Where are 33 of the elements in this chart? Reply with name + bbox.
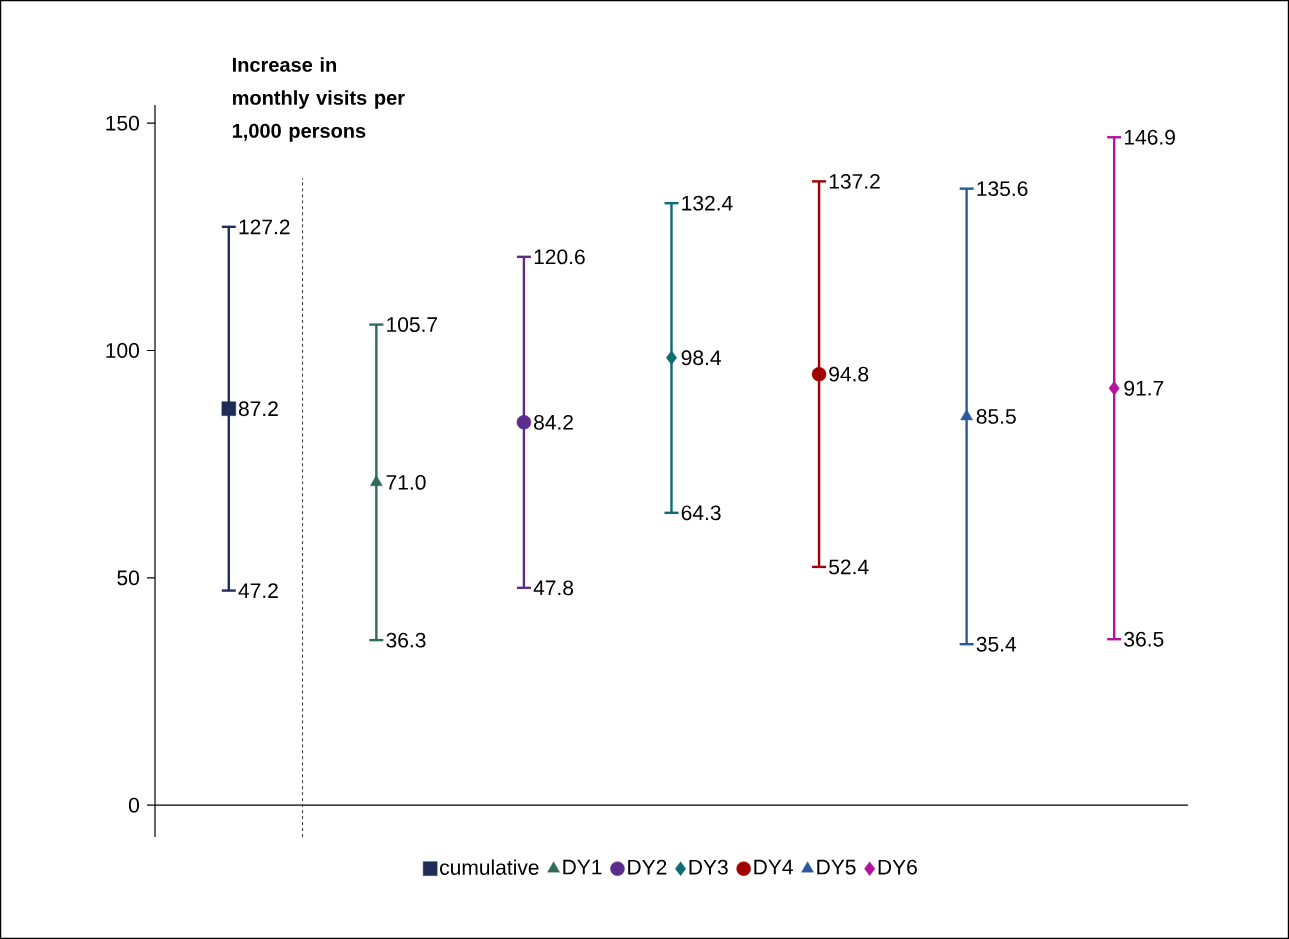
- y-tick-label: 100: [106, 343, 139, 358]
- annotation: 105.7: [387, 317, 438, 333]
- legend-label: DY5: [817, 859, 856, 875]
- annotation: 36.5: [1124, 631, 1164, 647]
- data-label: 91.7: [1124, 380, 1164, 396]
- legend-label: DY3: [689, 859, 728, 875]
- annotation: 64.3: [681, 505, 721, 521]
- data-label: 84.2: [534, 414, 573, 430]
- y-tick-label: 150: [106, 115, 139, 131]
- data-label: 71.0: [386, 474, 426, 490]
- y-tick-label: 50: [117, 570, 139, 586]
- annotation: 52.4: [829, 559, 869, 575]
- data-label: 87.2: [238, 401, 278, 417]
- data-label: 98.4: [681, 350, 721, 366]
- annotation: 47.2: [238, 583, 278, 598]
- annotation: 127.2: [239, 219, 290, 235]
- legend-label: DY6: [878, 859, 917, 875]
- legend-label: cumulative: [440, 859, 539, 875]
- legend-label: DY2: [628, 859, 667, 875]
- legend-label: DY4: [754, 859, 793, 875]
- y-tick-label: 0: [128, 797, 139, 813]
- data-label: 94.8: [829, 366, 869, 382]
- annotation: 36.3: [386, 632, 426, 648]
- annotation: 132.4: [682, 195, 733, 211]
- y-axis-title: Increase in monthly visits per 1,000 persons: [232, 57, 405, 142]
- annotation: 137.2: [829, 173, 880, 189]
- annotation: 146.9: [1124, 129, 1175, 145]
- data-label: 85.5: [976, 409, 1016, 424]
- annotation: 120.6: [534, 249, 585, 265]
- annotation: 35.4: [976, 636, 1017, 652]
- annotation: 135.6: [977, 181, 1028, 197]
- legend-label: DY1: [563, 859, 602, 875]
- annotation: 47.8: [533, 580, 574, 596]
